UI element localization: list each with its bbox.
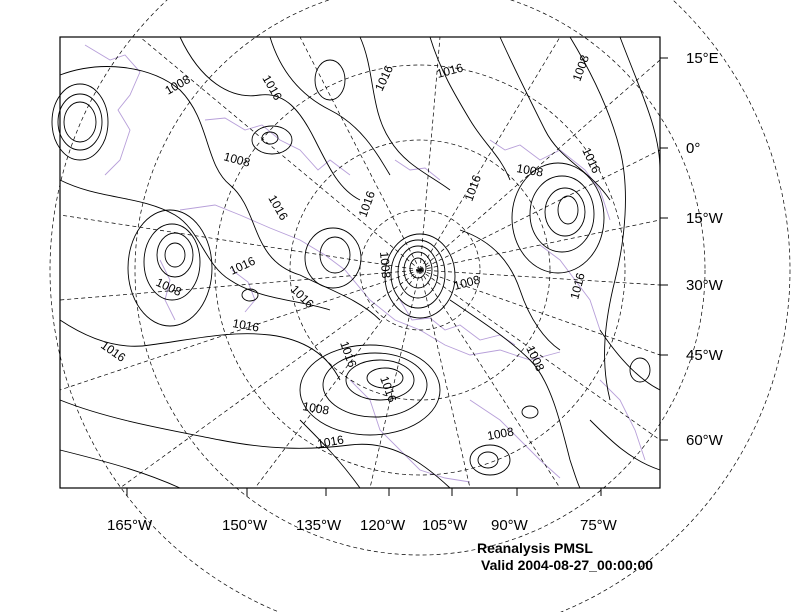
caption-title: Reanalysis PMSL [477, 540, 593, 556]
bottom-axis-labels: 165°W 150°W 135°W 120°W 105°W 90°W 75°W [107, 517, 618, 534]
lon-label: 75°W [580, 517, 618, 534]
contour-label: 1016 [227, 254, 257, 278]
lat-label: 15°W [686, 210, 724, 227]
contour-label: 1008 [570, 53, 592, 83]
lat-label: 45°W [686, 347, 724, 364]
contour-label: 1008 [222, 149, 252, 170]
contour-label: 1016 [288, 282, 317, 311]
lat-label: 15°E [686, 50, 719, 67]
bottom-ticks [126, 488, 602, 496]
lon-label: 165°W [107, 517, 153, 534]
lon-label: 150°W [222, 517, 268, 534]
contour-label: 1016 [356, 189, 378, 219]
caption-valid-time: Valid 2004-08-27_00:00:00 [481, 557, 654, 573]
lon-label: 120°W [360, 517, 406, 534]
lat-label: 30°W [686, 277, 724, 294]
lon-label: 105°W [422, 517, 468, 534]
contour-label: 1008 [486, 424, 515, 442]
right-ticks [660, 57, 668, 441]
contour-label: 1008 [515, 161, 544, 179]
contour-label: 1016 [567, 271, 588, 301]
contour-labels: 1008 1016 1016 1016 1008 1008 1016 1016 … [98, 53, 603, 451]
right-axis-labels: 15°E 0° 15°W 30°W 45°W 60°W [686, 50, 724, 449]
contour-label: 1016 [372, 63, 396, 93]
contour-label: 1016 [231, 316, 260, 334]
lon-label: 90°W [491, 517, 529, 534]
contour-label: 1008 [452, 272, 482, 293]
contour-label: 1016 [98, 338, 128, 365]
lat-label: 0° [686, 140, 700, 157]
contour-label: 1016 [316, 432, 345, 450]
lat-label: 60°W [686, 432, 724, 449]
contour-label: 1016 [435, 60, 465, 81]
contour-label: 1008 [163, 72, 193, 98]
contour-label: 1016 [265, 193, 291, 223]
contour-label: 1008 [301, 399, 330, 417]
contour-label: 1016 [337, 339, 359, 369]
graticule [49, 0, 791, 612]
contour-label: 1008 [377, 251, 393, 279]
coastlines [84, 44, 646, 483]
map-frame [59, 36, 661, 489]
lon-label: 135°W [296, 517, 342, 534]
isobars [51, 36, 661, 489]
contour-label: 1016 [462, 173, 484, 203]
